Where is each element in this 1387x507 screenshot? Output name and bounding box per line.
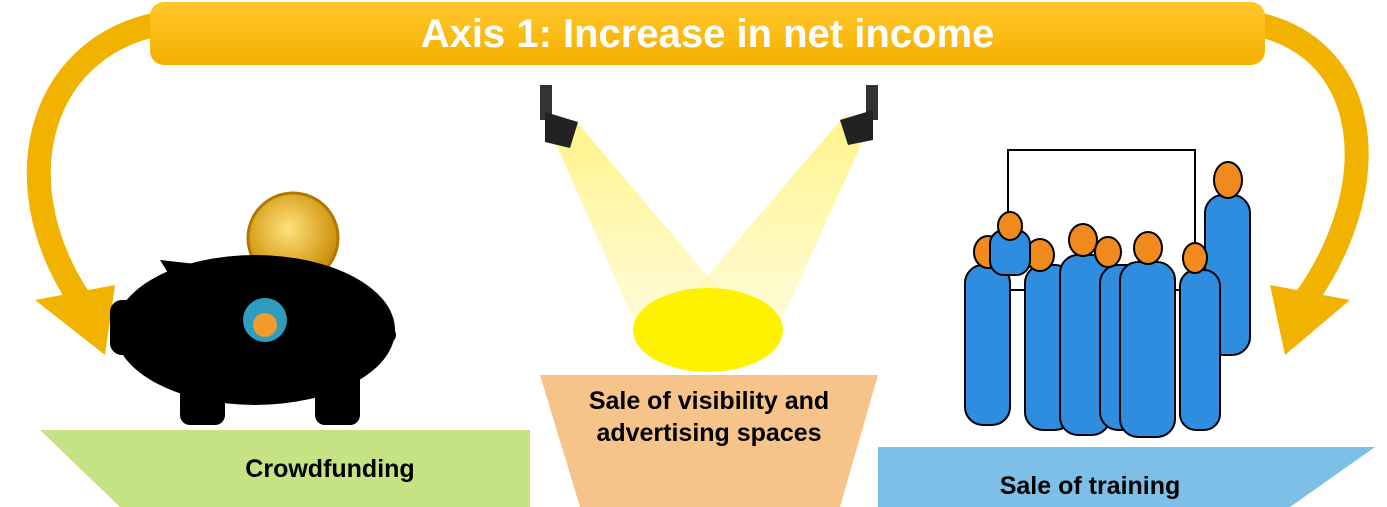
title: Axis 1: Increase in net income (150, 4, 1265, 64)
left-arrowhead (35, 285, 115, 355)
light-spot (633, 288, 783, 372)
piggy-bank (110, 255, 396, 425)
label-visibility: Sale of visibility and advertising space… (552, 385, 866, 449)
label-crowdfunding: Crowdfunding (130, 453, 530, 485)
page: Axis 1: Increase in net income Crowdfund… (0, 0, 1387, 507)
logo-inner (253, 313, 277, 337)
right-arrowhead (1270, 285, 1350, 355)
label-training: Sale of training (900, 470, 1280, 502)
